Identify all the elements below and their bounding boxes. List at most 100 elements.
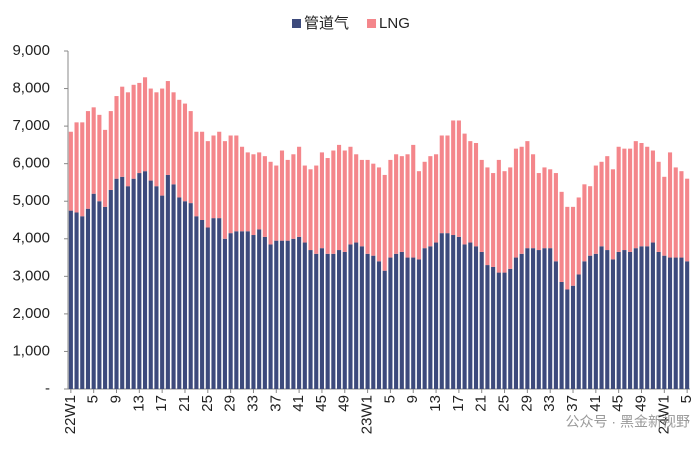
bar-segment <box>376 261 382 389</box>
bar-segment <box>74 122 79 213</box>
bar-segment <box>205 227 210 389</box>
y-tick-label: 8,000 <box>12 80 50 97</box>
bar-segment <box>502 171 507 273</box>
x-tick-label: 25 <box>496 395 513 412</box>
bar-segment <box>251 235 256 389</box>
bar-segment <box>628 148 633 252</box>
bar-segment <box>553 261 558 389</box>
legend-label: LNG <box>379 15 410 32</box>
bar-segment <box>194 216 199 389</box>
bar-segment <box>491 173 496 267</box>
bar-segment <box>565 289 570 389</box>
x-tick-label: 45 <box>610 395 627 412</box>
x-tick-label: 29 <box>518 395 535 412</box>
bar-segment <box>548 169 553 249</box>
bar-segment <box>468 242 473 389</box>
bar-segment <box>285 159 290 241</box>
bar-segment <box>633 141 638 249</box>
bar-segment <box>422 161 427 249</box>
y-tick-label: 5,000 <box>12 192 50 209</box>
bar-segment <box>633 248 638 389</box>
bar-segment <box>74 212 79 389</box>
bar-segment <box>291 238 296 389</box>
bar-segment <box>297 236 302 389</box>
bar-segment <box>245 152 250 232</box>
y-tick-label: 6,000 <box>12 155 50 172</box>
bar-segment <box>610 169 616 260</box>
bar-segment <box>491 266 496 389</box>
bar-segment <box>188 203 193 389</box>
bar-segment <box>274 165 279 241</box>
bar-segment <box>513 257 519 389</box>
bar-segment <box>331 150 336 254</box>
y-tick-label: 9,000 <box>12 42 50 59</box>
bar-segment <box>302 242 307 389</box>
bar-segment <box>314 165 319 254</box>
bar-segment <box>188 111 193 204</box>
x-tick-label: 37 <box>267 395 284 412</box>
bar-segment <box>302 165 307 243</box>
bar-segment <box>165 81 170 175</box>
bar-segment <box>342 251 347 389</box>
bar-segment <box>291 154 296 239</box>
bar-segment <box>160 88 165 196</box>
bar-segment <box>519 253 524 389</box>
bar-segment <box>679 171 684 258</box>
bar-segment <box>103 129 108 207</box>
bar-segment <box>513 148 519 258</box>
y-tick-label: 2,000 <box>12 305 50 322</box>
bar-segment <box>125 92 130 187</box>
bar-segment <box>114 96 119 179</box>
x-tick-label: 21 <box>473 395 490 412</box>
bar-segment <box>308 250 313 389</box>
bar-segment <box>131 178 136 389</box>
bar-segment <box>416 171 421 260</box>
bar-segment <box>200 220 205 389</box>
bar-segment <box>662 176 667 256</box>
bar-segment <box>559 191 564 282</box>
y-tick-label: - <box>45 380 50 397</box>
bar-segment <box>605 250 610 389</box>
x-tick-label: 5 <box>381 395 398 403</box>
x-tick-label: 24W1 <box>655 395 672 434</box>
bar-segment <box>519 146 524 254</box>
bar-segment <box>582 184 587 262</box>
bar-segment <box>365 159 370 254</box>
x-tick-label: 41 <box>290 395 307 412</box>
x-tick-label: 13 <box>130 395 147 412</box>
bar-segment <box>182 201 188 389</box>
bar-segment <box>194 131 199 217</box>
bar-segment <box>234 231 239 389</box>
bar-segment <box>319 152 324 249</box>
bar-segment <box>182 103 188 202</box>
bar-segment <box>508 167 513 269</box>
bar-segment <box>485 265 490 389</box>
bar-segment <box>542 167 547 249</box>
bar-segment <box>416 259 421 389</box>
bar-segment <box>325 253 330 389</box>
bar-segment <box>405 257 410 389</box>
bar-segment <box>496 272 501 389</box>
bar-segment <box>610 259 616 389</box>
bar-segment <box>622 250 627 389</box>
bar-segment <box>171 184 176 389</box>
bar-segment <box>154 186 159 389</box>
bar-segment <box>91 193 96 389</box>
bar-segment <box>234 135 239 232</box>
bar-segment <box>548 248 553 389</box>
x-tick-label: 17 <box>153 395 170 412</box>
bar-segment <box>251 154 256 236</box>
bar-segment <box>628 251 633 389</box>
bar-segment <box>331 253 336 389</box>
bar-segment <box>593 165 598 254</box>
bar-segment <box>148 180 153 389</box>
bar-segment <box>388 257 393 389</box>
bar-segment <box>662 255 667 389</box>
legend-swatch <box>367 19 377 28</box>
bar-segment <box>605 156 610 251</box>
x-tick-label: 23W1 <box>359 395 376 434</box>
bar-segment <box>462 244 467 389</box>
bar-segment <box>570 285 576 389</box>
bar-segment <box>531 248 536 389</box>
bar-segment <box>97 201 102 389</box>
